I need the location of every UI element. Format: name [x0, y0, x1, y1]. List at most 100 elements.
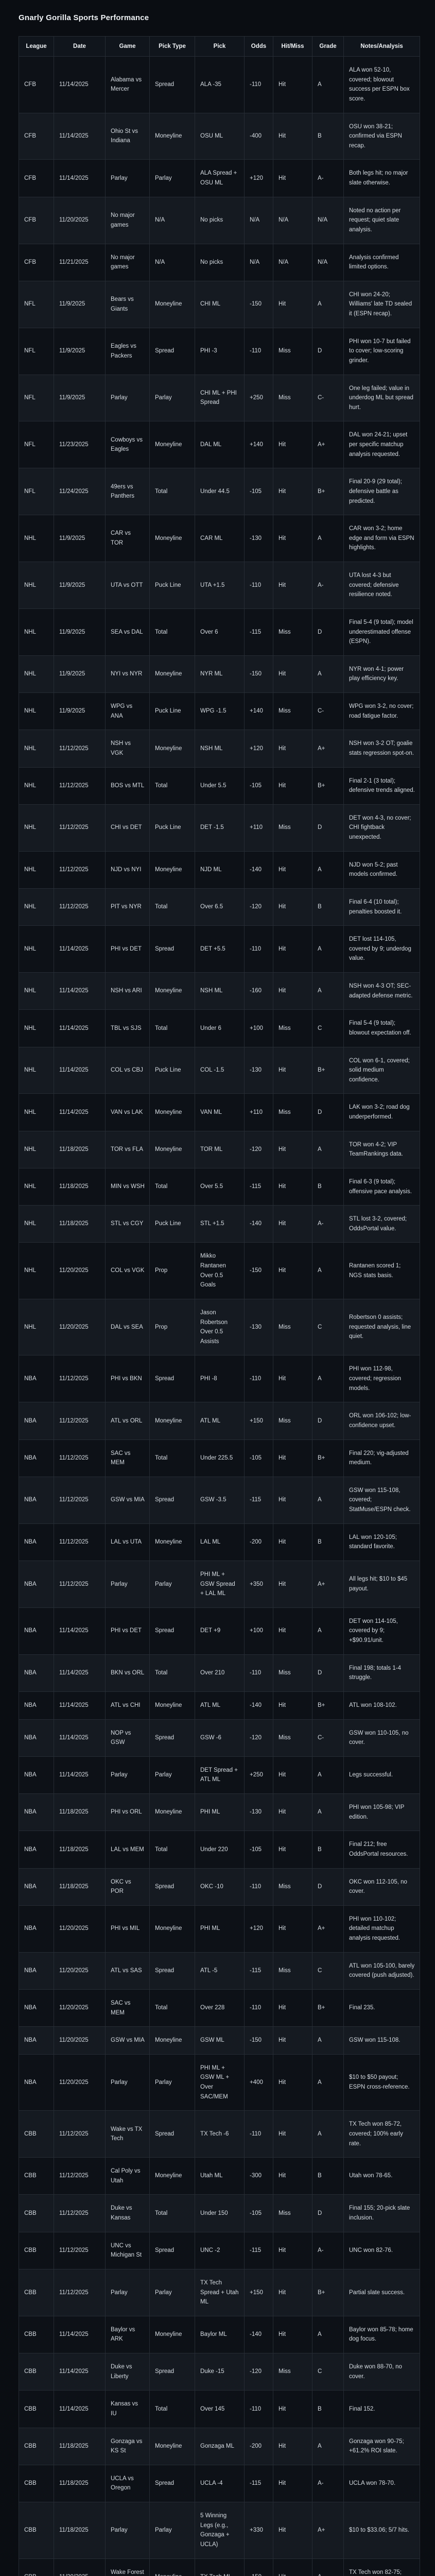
cell-notes: PHI won 110-102; detailed matchup analys… — [344, 1905, 420, 1952]
cell-grade: B — [312, 888, 344, 925]
cell-pick-type: Total — [150, 1439, 195, 1477]
cell-grade: A — [312, 2054, 344, 2111]
cell-hit-miss: Miss — [273, 1868, 312, 1905]
cell-pick-type: Parlay — [150, 160, 195, 197]
cell-game: No major games — [106, 244, 150, 281]
cell-hit-miss: Hit — [273, 1206, 312, 1243]
cell-grade: C — [312, 1010, 344, 1047]
cell-hit-miss: Miss — [273, 693, 312, 730]
cell-date: 11/9/2025 — [54, 655, 106, 692]
cell-date: 11/18/2025 — [54, 2428, 106, 2465]
cell-odds: +250 — [245, 375, 273, 421]
cell-league: CBB — [19, 2353, 54, 2391]
cell-pick-type: Total — [150, 2391, 195, 2428]
cell-league: CBB — [19, 2195, 54, 2232]
cell-notes: UNC won 82-76. — [344, 2232, 420, 2269]
cell-pick-type: Spread — [150, 1868, 195, 1905]
cell-hit-miss: Hit — [273, 1477, 312, 1523]
cell-hit-miss: Hit — [273, 2158, 312, 2195]
cell-pick-type: Parlay — [150, 2502, 195, 2559]
cell-league: NFL — [19, 328, 54, 375]
cell-game: Cal Poly vs Utah — [106, 2158, 150, 2195]
cell-odds: -105 — [245, 767, 273, 804]
cell-pick-type: Moneyline — [150, 1794, 195, 1831]
cell-league: CBB — [19, 2558, 54, 2576]
cell-pick: UNC -2 — [195, 2232, 245, 2269]
cell-pick-type: Moneyline — [150, 2558, 195, 2576]
cell-pick: PHI -3 — [195, 328, 245, 375]
cell-hit-miss: Miss — [273, 1654, 312, 1691]
cell-hit-miss: Hit — [273, 1561, 312, 1607]
cell-grade: A — [312, 2316, 344, 2353]
cell-hit-miss: Miss — [273, 804, 312, 851]
cell-game: PHI vs BKN — [106, 1355, 150, 1402]
cell-pick: NSH ML — [195, 973, 245, 1010]
cell-grade: B+ — [312, 468, 344, 515]
cell-hit-miss: Miss — [273, 1010, 312, 1047]
cell-notes: UTA lost 4-3 but covered; defensive resi… — [344, 562, 420, 609]
cell-hit-miss: Hit — [273, 730, 312, 767]
cell-grade: A- — [312, 1206, 344, 1243]
cell-odds: -160 — [245, 973, 273, 1010]
cell-pick-type: Moneyline — [150, 2316, 195, 2353]
cell-pick-type: Moneyline — [150, 1131, 195, 1168]
cell-grade: A+ — [312, 1905, 344, 1952]
cell-league: NFL — [19, 468, 54, 515]
cell-odds: N/A — [245, 244, 273, 281]
cell-grade: A+ — [312, 2502, 344, 2559]
cell-date: 11/20/2025 — [54, 1243, 106, 1299]
cell-hit-miss: Hit — [273, 1047, 312, 1094]
cell-odds: -120 — [245, 1131, 273, 1168]
cell-game: Baylor vs ARK — [106, 2316, 150, 2353]
column-header-date: Date — [54, 37, 106, 57]
cell-date: 11/18/2025 — [54, 1794, 106, 1831]
cell-hit-miss: Hit — [273, 767, 312, 804]
cell-game: UTA vs OTT — [106, 562, 150, 609]
cell-pick: TX Tech ML — [195, 2558, 245, 2576]
cell-notes: LAK won 3-2; road dog underperformed. — [344, 1094, 420, 1131]
cell-pick-type: Total — [150, 608, 195, 655]
cell-notes: NSH won 4-3 OT; SEC-adapted defense metr… — [344, 973, 420, 1010]
cell-date: 11/18/2025 — [54, 1831, 106, 1868]
cell-notes: Noted no action per request; quiet slate… — [344, 197, 420, 244]
cell-date: 11/14/2025 — [54, 1691, 106, 1719]
cell-pick-type: N/A — [150, 244, 195, 281]
cell-game: NSH vs VGK — [106, 730, 150, 767]
cell-grade: A — [312, 851, 344, 888]
cell-game: Ohio St vs Indiana — [106, 113, 150, 160]
cell-odds: -120 — [245, 2353, 273, 2391]
cell-pick: PHI -8 — [195, 1355, 245, 1402]
cell-odds: -140 — [245, 851, 273, 888]
cell-league: NHL — [19, 1094, 54, 1131]
cell-date: 11/23/2025 — [54, 421, 106, 468]
cell-notes: PHI won 105-98; VIP edition. — [344, 1794, 420, 1831]
cell-date: 11/9/2025 — [54, 693, 106, 730]
cell-date: 11/12/2025 — [54, 1561, 106, 1607]
cell-pick: Under 225.5 — [195, 1439, 245, 1477]
cell-pick: GSW -6 — [195, 1719, 245, 1756]
cell-grade: C — [312, 2353, 344, 2391]
cell-league: NHL — [19, 1206, 54, 1243]
cell-game: Gonzaga vs KS St — [106, 2428, 150, 2465]
cell-odds: -150 — [245, 655, 273, 692]
cell-odds: -140 — [245, 1691, 273, 1719]
cell-grade: A — [312, 973, 344, 1010]
cell-grade: A — [312, 655, 344, 692]
cell-pick: CHI ML — [195, 281, 245, 328]
cell-hit-miss: Miss — [273, 1719, 312, 1756]
cell-pick: GSW ML — [195, 2027, 245, 2055]
cell-game: STL vs CGY — [106, 1206, 150, 1243]
cell-odds: -110 — [245, 57, 273, 113]
cell-hit-miss: Hit — [273, 926, 312, 973]
